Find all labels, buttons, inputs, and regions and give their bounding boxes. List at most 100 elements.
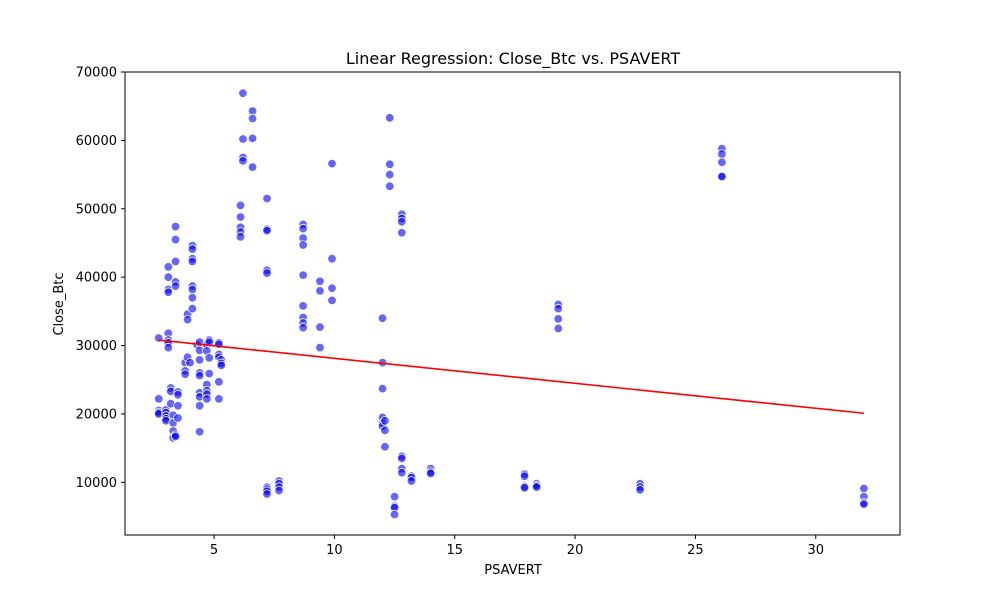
x-tick-label: 20: [567, 543, 584, 558]
data-point: [385, 169, 395, 180]
plot-frame: [124, 71, 901, 536]
data-point: [274, 485, 284, 496]
data-point: [377, 383, 388, 394]
data-point: [182, 314, 193, 325]
data-point: [170, 281, 181, 291]
data-point: [247, 113, 258, 124]
x-axis: 5 10 15 20 25 30: [210, 535, 824, 558]
x-tick-label: 10: [326, 543, 343, 558]
data-point: [187, 284, 198, 295]
x-tick-label: 5: [210, 543, 218, 558]
data-point: [859, 499, 869, 509]
data-point: [202, 394, 212, 404]
y-tick-label: 70000: [76, 66, 117, 81]
data-point: [194, 427, 205, 437]
y-tick-label: 20000: [76, 407, 117, 422]
x-tick-label: 30: [807, 543, 824, 558]
data-point: [194, 355, 205, 365]
data-point: [406, 476, 417, 486]
chart-title: Linear Regression: Close_Btc vs. PSAVERT: [346, 49, 681, 69]
data-point: [327, 254, 337, 264]
data-point: [235, 232, 246, 242]
data-point: [173, 413, 183, 423]
data-point: [216, 360, 226, 371]
data-point: [163, 342, 174, 353]
data-point: [180, 369, 190, 379]
data-point: [204, 337, 214, 347]
data-point: [204, 368, 214, 379]
regression-line: [158, 339, 864, 415]
data-point: [298, 223, 308, 234]
data-point: [519, 471, 530, 481]
data-point: [170, 234, 181, 245]
data-point: [519, 483, 530, 493]
data-point: [262, 225, 272, 236]
data-point: [315, 342, 325, 353]
data-point: [163, 272, 174, 282]
x-tick-label: 15: [446, 543, 463, 558]
y-tick-label: 10000: [76, 476, 117, 491]
data-point: [327, 158, 337, 169]
y-tick-label: 40000: [76, 271, 117, 286]
data-point: [315, 322, 325, 332]
data-point: [553, 323, 563, 334]
data-point: [385, 113, 395, 123]
data-point: [187, 292, 198, 303]
data-point: [238, 156, 248, 166]
data-point: [163, 287, 174, 297]
data-point: [717, 171, 727, 182]
data-point: [717, 149, 727, 159]
data-point: [187, 256, 198, 267]
data-point: [238, 88, 248, 98]
y-axis-label: Close_Btc: [52, 272, 67, 335]
data-point: [397, 468, 407, 478]
data-point: [262, 268, 272, 278]
data-point: [187, 303, 198, 314]
data-point: [153, 394, 164, 404]
data-point: [327, 295, 337, 306]
y-tick-label: 60000: [76, 134, 117, 149]
data-point: [262, 193, 272, 204]
data-point: [635, 485, 645, 495]
data-point: [187, 244, 198, 254]
data-point: [163, 262, 174, 272]
plot-area: [153, 88, 869, 520]
data-point: [298, 301, 308, 311]
data-point: [204, 353, 214, 363]
data-point: [247, 162, 258, 172]
data-point: [553, 314, 563, 324]
data-point: [425, 468, 436, 479]
data-point: [397, 217, 407, 227]
data-point: [327, 283, 337, 293]
data-point: [531, 482, 542, 492]
data-point: [173, 401, 183, 411]
data-point: [553, 303, 563, 314]
data-point: [170, 256, 181, 267]
data-point: [170, 221, 181, 232]
data-point: [380, 425, 390, 436]
data-point: [247, 133, 258, 144]
x-tick-label: 25: [687, 543, 704, 558]
data-point: [389, 509, 400, 520]
data-point: [214, 394, 224, 404]
data-point: [262, 489, 272, 499]
data-point: [397, 228, 407, 238]
data-point: [298, 270, 308, 280]
data-point: [194, 401, 205, 411]
data-point: [194, 370, 205, 381]
data-point: [235, 200, 246, 211]
data-point: [235, 212, 246, 222]
data-point: [214, 377, 224, 387]
data-point: [385, 159, 395, 170]
y-axis: 10000 20000 30000 40000 50000 60000 70000: [76, 66, 125, 491]
data-point: [859, 483, 869, 494]
data-point: [298, 240, 308, 250]
data-point: [315, 276, 325, 286]
data-point: [238, 134, 248, 144]
y-tick-label: 50000: [76, 202, 117, 217]
data-point: [385, 181, 395, 191]
data-point: [397, 453, 407, 464]
data-point: [377, 313, 388, 323]
data-point: [389, 492, 400, 502]
